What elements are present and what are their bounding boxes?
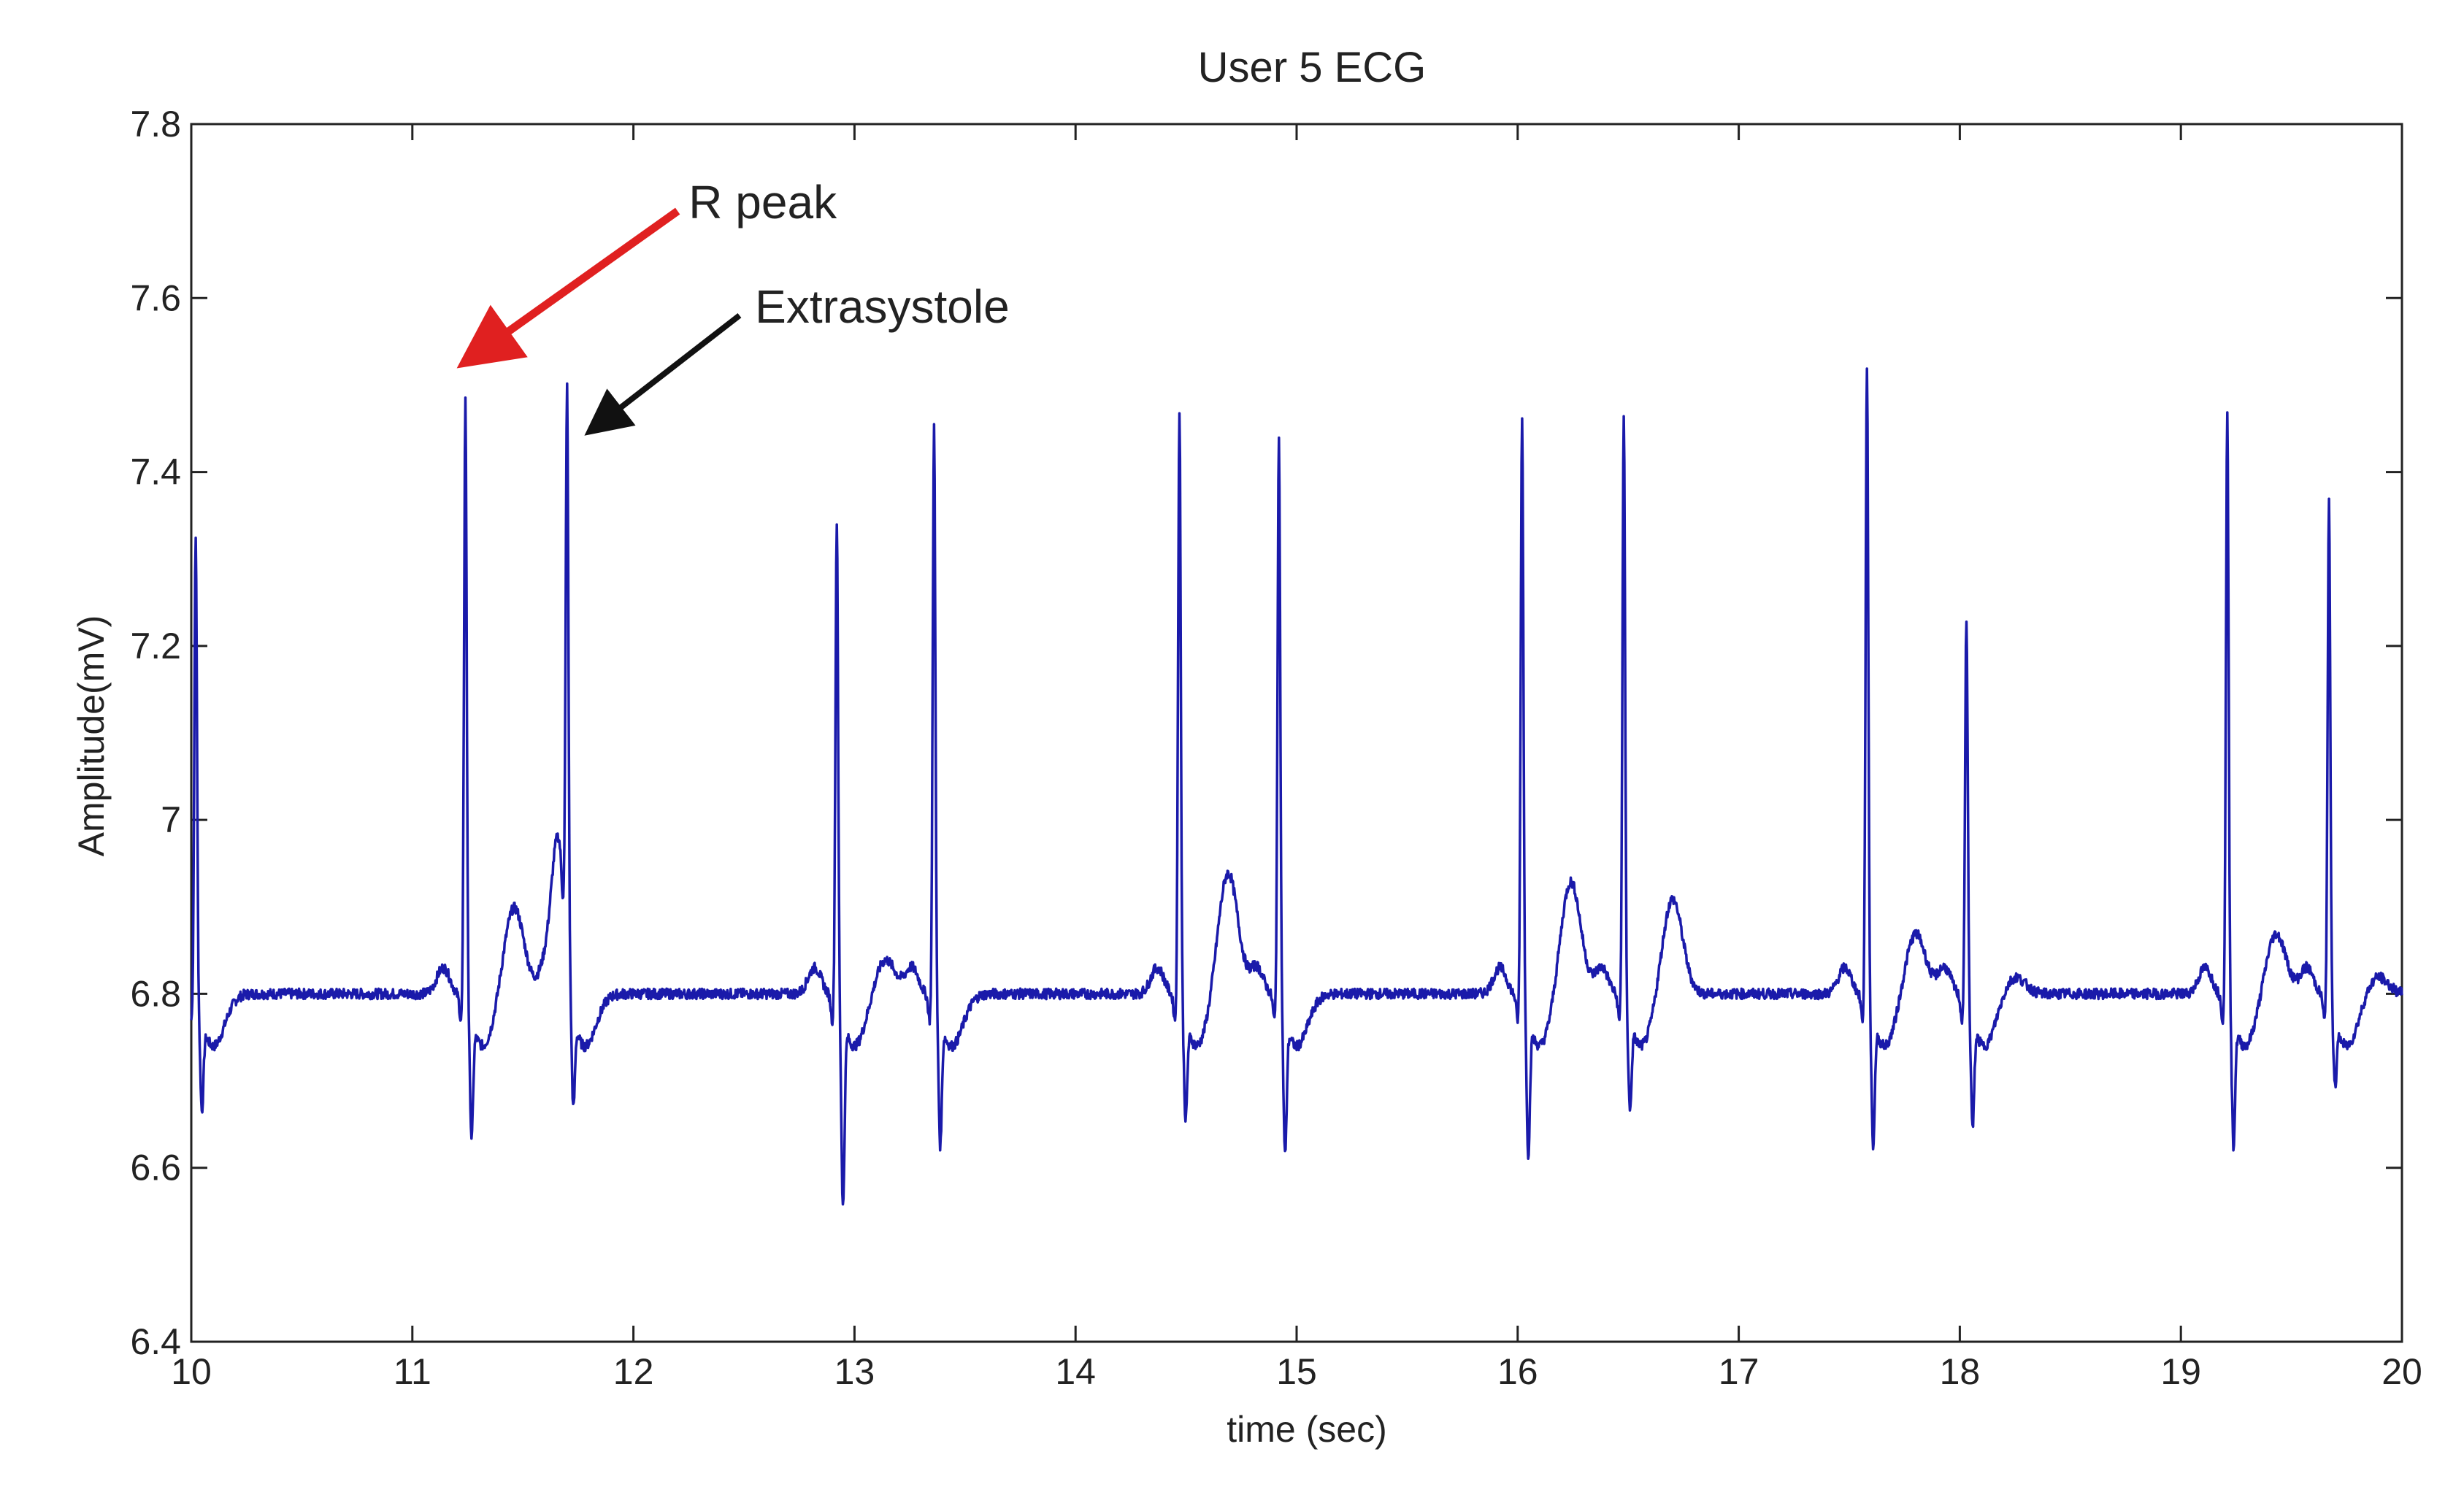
x-tick-label: 12 — [613, 1351, 654, 1392]
x-tick-label: 16 — [1497, 1351, 1538, 1392]
x-axis-ticks: 10 11 12 13 14 15 16 17 18 19 20 — [171, 124, 2422, 1392]
y-tick-label: 7.2 — [130, 626, 181, 666]
y-axis-ticks: 6.4 6.6 6.8 7 7.2 7.4 7.6 7.8 — [130, 104, 2402, 1362]
y-tick-label: 7.6 — [130, 277, 181, 318]
y-axis-label: Amplitude(mV) — [71, 615, 112, 857]
y-tick-label: 6.4 — [130, 1321, 181, 1362]
plot-area-frame — [190, 123, 2403, 1343]
x-tick-label: 20 — [2382, 1351, 2422, 1392]
x-tick-label: 17 — [1719, 1351, 1759, 1392]
r-peak-arrow — [456, 207, 680, 369]
x-tick-label: 13 — [834, 1351, 875, 1392]
extrasystole-label: Extrasystole — [755, 280, 1010, 333]
x-tick-label: 18 — [1940, 1351, 1981, 1392]
x-tick-label: 14 — [1055, 1351, 1096, 1392]
r-peak-label: R peak — [688, 176, 837, 228]
extrasystole-arrow — [584, 312, 742, 436]
x-axis-label: time (sec) — [1227, 1409, 1386, 1450]
x-tick-label: 19 — [2160, 1351, 2201, 1392]
ecg-series-line — [190, 367, 2403, 1206]
y-tick-label: 6.8 — [130, 973, 181, 1014]
x-tick-label: 11 — [394, 1351, 431, 1392]
y-tick-label: 7 — [161, 799, 181, 840]
y-tick-label: 6.6 — [130, 1148, 181, 1188]
x-tick-label: 15 — [1276, 1351, 1317, 1392]
x-tick-label: 10 — [171, 1351, 212, 1392]
y-tick-label: 7.4 — [130, 452, 181, 493]
y-tick-label: 7.8 — [130, 104, 181, 145]
chart-title: User 5 ECG — [1198, 44, 1427, 91]
annotations: R peak Extrasystole — [456, 176, 1010, 436]
